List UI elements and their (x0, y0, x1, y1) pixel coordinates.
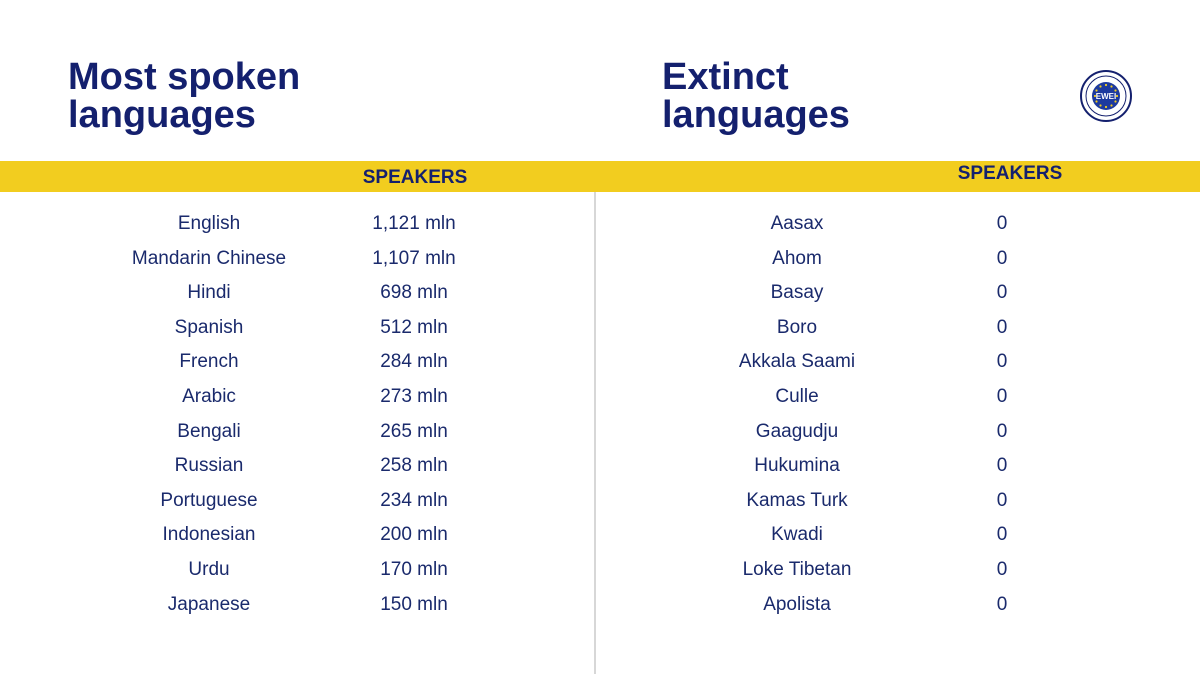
title-line: Most spoken (68, 56, 301, 98)
speakers-value: 0 (996, 489, 1008, 511)
speakers-value: 150 mln (380, 593, 448, 615)
most-spoken-title: Most spoken languages (68, 58, 300, 134)
column-divider (594, 192, 596, 674)
language-name: Boro (776, 316, 818, 338)
language-name: Arabic (182, 385, 236, 407)
title-line: languages (662, 94, 850, 136)
speakers-value: 0 (996, 524, 1008, 546)
list-item: Urdu 170 mln (0, 553, 594, 588)
language-name: English (177, 213, 241, 234)
logo-text: EWEI (1096, 92, 1116, 101)
list-item: Japanese 150 mln (0, 588, 594, 623)
language-name: Indonesian (162, 524, 256, 546)
language-name: Kwadi (771, 524, 823, 546)
list-item: Mandarin Chinese 1,107 mln (0, 242, 594, 277)
language-name: Urdu (188, 558, 230, 580)
list-item: Portuguese 234 mln (0, 484, 594, 519)
list-item: Spanish 512 mln (0, 311, 594, 346)
speakers-value: 284 mln (380, 351, 448, 373)
language-name: French (179, 351, 239, 373)
language-name: Mandarin Chinese (131, 247, 287, 269)
list-item: Gaagudju 0 (596, 415, 1200, 450)
speakers-value: 698 mln (380, 282, 448, 304)
list-item: Boro 0 (596, 311, 1200, 346)
speakers-value: 0 (996, 351, 1008, 373)
language-name: Basay (770, 282, 824, 304)
language-name: Russian (174, 455, 244, 477)
language-name: Hukumina (754, 455, 840, 477)
title-line: languages (68, 94, 256, 136)
list-item: French 284 mln (0, 345, 594, 380)
speakers-value: 273 mln (380, 385, 448, 407)
speakers-value: 0 (996, 282, 1008, 304)
language-name: Aasax (770, 213, 824, 234)
language-name: Ahom (772, 247, 822, 269)
speakers-value: 265 mln (380, 420, 448, 442)
speakers-value: 0 (996, 558, 1008, 580)
speakers-value: 1,107 mln (372, 247, 456, 269)
speakers-value: 1,121 mln (372, 213, 456, 234)
language-name: Japanese (167, 593, 251, 615)
language-name: Bengali (177, 420, 241, 442)
speakers-value: 258 mln (380, 455, 448, 477)
extinct-list: Aasax 0 Ahom 0 Basay 0 Boro 0 Akkala Saami 0 Culle… (596, 207, 1200, 622)
speakers-value: 0 (996, 420, 1008, 442)
list-item: Aasax 0 (596, 207, 1200, 242)
ewei-seal-icon: EWEI (1080, 70, 1132, 122)
list-item: Ahom 0 (596, 242, 1200, 277)
list-item: Loke Tibetan 0 (596, 553, 1200, 588)
language-name: Kamas Turk (746, 489, 848, 511)
speakers-value: 0 (996, 385, 1008, 407)
language-name: Culle (775, 385, 819, 407)
speakers-value: 0 (996, 316, 1008, 338)
language-name: Hindi (187, 282, 231, 304)
speakers-value: 0 (996, 247, 1008, 269)
list-item: English 1,121 mln (0, 207, 594, 242)
list-item: Hindi 698 mln (0, 276, 594, 311)
right-speakers-header: SPEAKERS (957, 163, 1063, 184)
language-name: Akkala Saami (738, 351, 856, 373)
speakers-value: 170 mln (380, 558, 448, 580)
list-item: Hukumina 0 (596, 449, 1200, 484)
speakers-value: 0 (996, 455, 1008, 477)
language-name: Loke Tibetan (742, 558, 852, 580)
speakers-value: 234 mln (380, 489, 448, 511)
speakers-value: 512 mln (380, 316, 448, 338)
list-item: Kamas Turk 0 (596, 484, 1200, 519)
speakers-value: 200 mln (380, 524, 448, 546)
list-item: Arabic 273 mln (0, 380, 594, 415)
list-item: Apolista 0 (596, 588, 1200, 623)
speakers-value: 0 (996, 593, 1008, 615)
list-item: Russian 258 mln (0, 449, 594, 484)
language-name: Gaagudju (755, 420, 839, 442)
list-item: Akkala Saami 0 (596, 345, 1200, 380)
list-item: Basay 0 (596, 276, 1200, 311)
list-item: Culle 0 (596, 380, 1200, 415)
language-name: Portuguese (160, 489, 258, 511)
language-name: Apolista (763, 593, 831, 615)
extinct-title: Extinct languages (662, 58, 850, 134)
most-spoken-list: English 1,121 mln Mandarin Chinese 1,107 ml… (0, 207, 594, 622)
list-item: Kwadi 0 (596, 518, 1200, 553)
list-item: Bengali 265 mln (0, 415, 594, 450)
list-item: Indonesian 200 mln (0, 518, 594, 553)
left-speakers-header: SPEAKERS (362, 167, 468, 188)
title-line: Extinct (662, 56, 789, 98)
language-name: Spanish (174, 316, 244, 338)
header-band (0, 161, 1200, 192)
speakers-value: 0 (996, 213, 1008, 234)
